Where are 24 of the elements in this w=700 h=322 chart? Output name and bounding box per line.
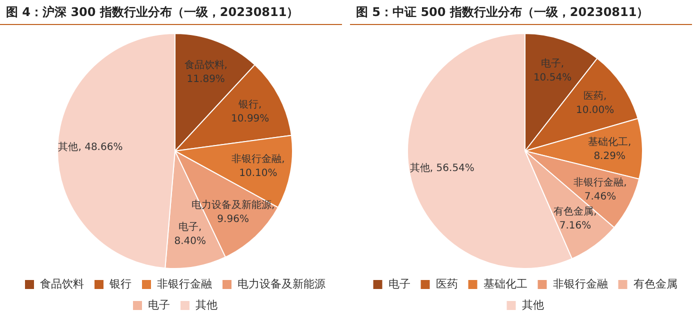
data-label: 非银行金融, 7.46%	[574, 176, 627, 202]
data-label: 电子, 10.54%	[533, 58, 572, 84]
data-label: 食品饮料, 11.89%	[184, 58, 228, 85]
legend-label: 基础化工	[483, 278, 528, 291]
data-label: 其他, 56.54%	[410, 162, 474, 174]
legend-label: 食品饮料	[40, 278, 84, 291]
legend-label: 非银行金融	[552, 278, 608, 291]
data-label: 银行, 10.99%	[231, 100, 270, 125]
data-label: 非银行金融, 10.10%	[232, 153, 285, 180]
legend-label: 非银行金融	[157, 278, 212, 291]
data-label: 基础化工, 8.29%	[588, 136, 632, 162]
legend-label: 银行	[108, 278, 132, 291]
data-label: 医药, 10.00%	[576, 90, 614, 116]
legend-label: 其他	[196, 298, 218, 312]
legend-label: 电子	[148, 298, 170, 312]
legend-label: 电力设备及新能源	[238, 278, 326, 291]
data-label: 其他, 48.66%	[58, 141, 123, 154]
legend-label: 其他	[522, 298, 544, 312]
chart-title: 图 4：沪深 300 指数行业分布（一级，20230811）	[0, 0, 342, 25]
data-label: 有色金属, 7.16%	[554, 206, 597, 232]
chart-title: 图 5：中证 500 指数行业分布（一级，20230811）	[350, 0, 692, 25]
legend-label: 医药	[436, 278, 458, 291]
legend-label: 有色金属	[633, 278, 678, 291]
legend-label: 电子	[388, 278, 410, 291]
